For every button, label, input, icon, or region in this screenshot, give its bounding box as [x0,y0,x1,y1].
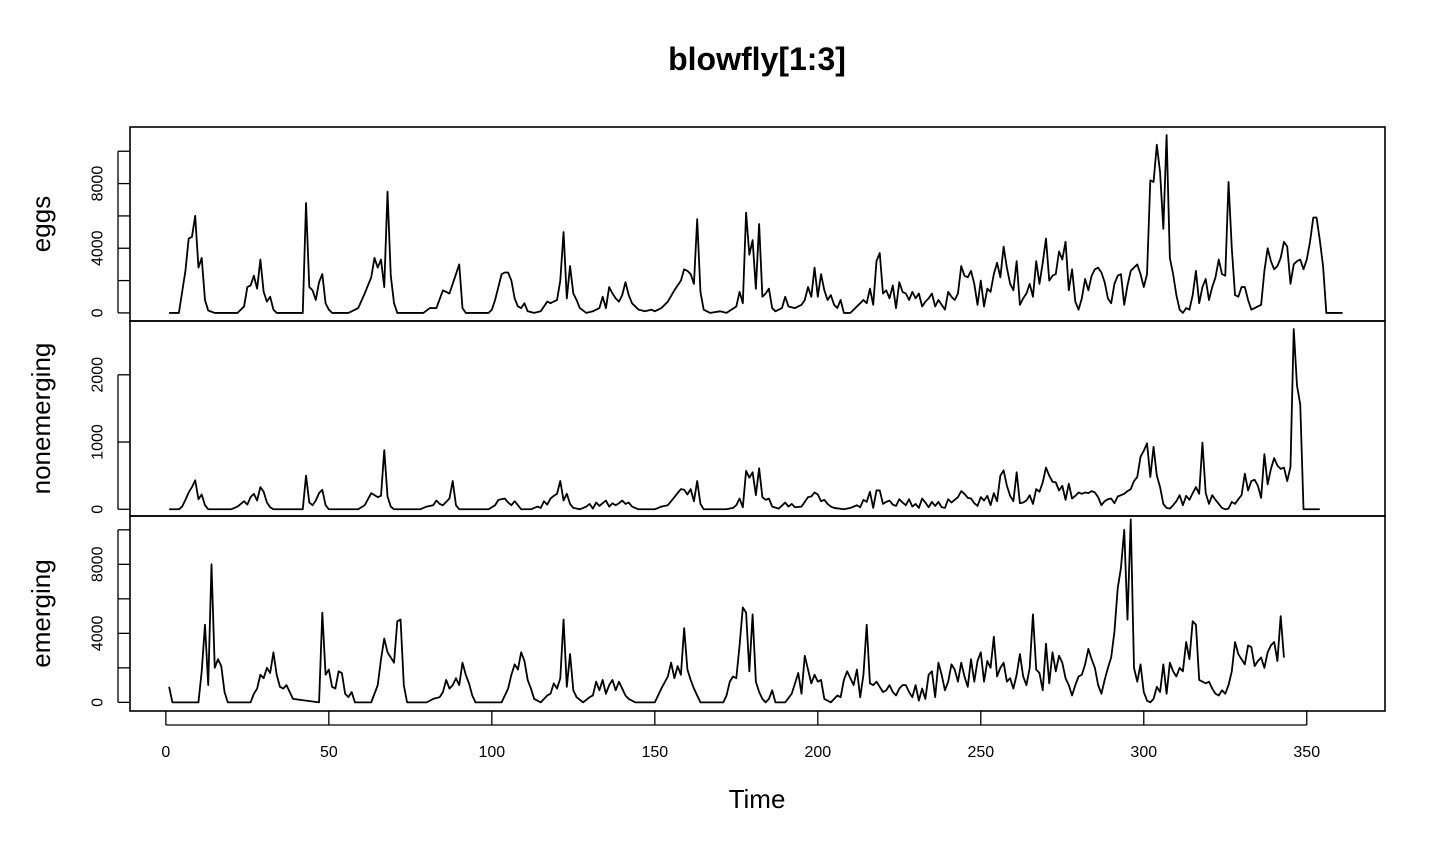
panel-nonemerging: 0 1000 2000 nonemerging [26,320,1386,517]
x-tick-label: 200 [804,744,831,761]
x-tick-label: 150 [641,744,668,761]
y-axis-label: emerging [26,559,56,667]
chart-title: blowfly[1:3] [668,41,846,77]
panel-frame [129,515,1386,712]
y-axis-label: eggs [26,196,56,252]
y-tick-label: 8000 [90,546,107,582]
series-line-eggs [169,134,1343,314]
y-tick-label: 0 [90,698,107,707]
series-line-emerging [168,518,1285,704]
series-line-nonemerging [169,328,1320,511]
x-axis-label: Time [729,784,786,814]
y-tick-label: 8000 [90,166,107,202]
y-tick-label: 2000 [90,357,107,393]
x-tick-label: 50 [320,744,338,761]
x-tick-label: 300 [1130,744,1157,761]
y-tick-label: 0 [90,308,107,317]
y-tick-label: 4000 [90,615,107,651]
y-tick-label: 0 [90,505,107,514]
y-tick-label: 4000 [90,230,107,266]
x-tick-label: 100 [478,744,505,761]
x-tick-label: 250 [967,744,994,761]
x-axis: 0 50 100 150 200 250 300 350 [161,711,1320,761]
x-tick-label: 0 [161,744,170,761]
x-tick-label: 350 [1293,744,1320,761]
y-tick-label: 1000 [90,424,107,460]
chart-panels: 0 4000 8000 eggs 0 1000 2000 nonemerging 0 4000 80… [26,126,1386,712]
panel-emerging: 0 4000 8000 emerging [26,515,1386,712]
y-axis-label: nonemerging [26,343,56,495]
